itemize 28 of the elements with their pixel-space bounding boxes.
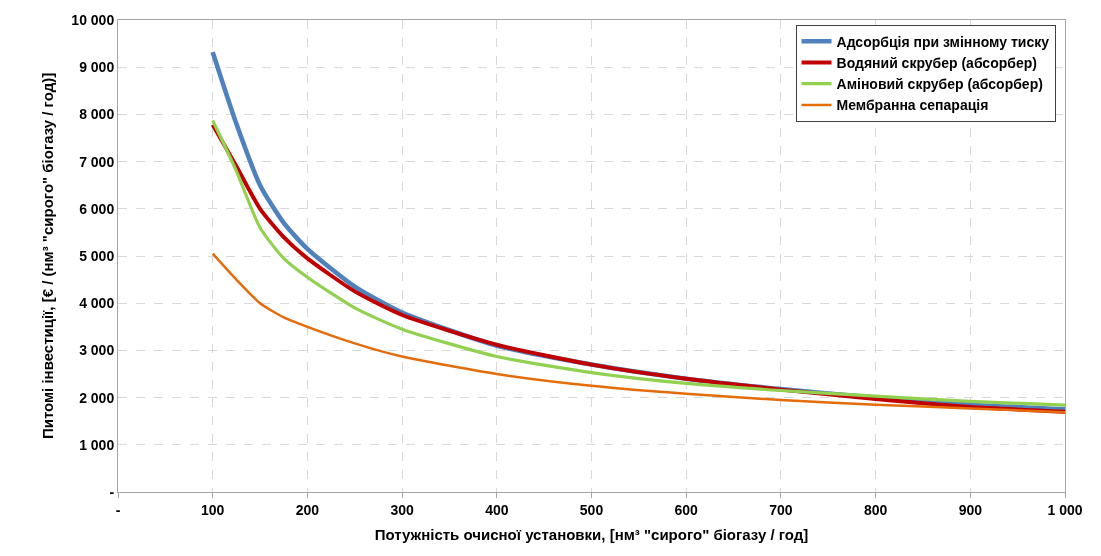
y-tick-label: 10 000 [71, 11, 115, 28]
x-tick-label: 800 [863, 501, 888, 518]
x-tick-label: 500 [579, 501, 604, 518]
legend-label: Адсорбція при змінному тиску [836, 33, 1050, 50]
x-tick-label: 400 [485, 501, 509, 518]
x-tick-label: 1 000 [1047, 501, 1083, 518]
y-tick-label: 3 000 [79, 342, 115, 359]
y-tick-label: 9 000 [79, 59, 115, 76]
y-axis-title: Питомі інвестиції, [€ / (нм³ "сирого" біогазу / год)] [38, 72, 56, 440]
y-tick-label: 4 000 [79, 295, 115, 312]
x-tick-label: 700 [769, 501, 793, 518]
legend-label: Аміновий скрубер (абсорбер) [836, 76, 1043, 93]
x-tick-label: 100 [201, 501, 225, 518]
legend-label: Водяний скрубер (абсорбер) [836, 54, 1037, 71]
x-axis-title: Потужність очисної установки, [нм³ "сирого" біогазу / год] [374, 525, 809, 543]
x-tick-label: 600 [674, 501, 699, 518]
legend-label: Мембранна сепарація [836, 97, 989, 114]
y-tick-label: 6 000 [79, 200, 115, 217]
y-tick-label: 7 000 [79, 153, 115, 170]
line-series [211, 252, 1065, 414]
y-tick-label: 8 000 [79, 106, 115, 123]
y-tick-label: 2 000 [79, 389, 115, 406]
x-tick-label: 200 [295, 501, 320, 518]
x-tick-label: 300 [390, 501, 414, 518]
y-tick-label: - [109, 483, 115, 500]
y-tick-label: 5 000 [79, 247, 115, 264]
x-tick-label: 900 [958, 501, 983, 518]
y-tick-label: 1 000 [79, 436, 115, 453]
